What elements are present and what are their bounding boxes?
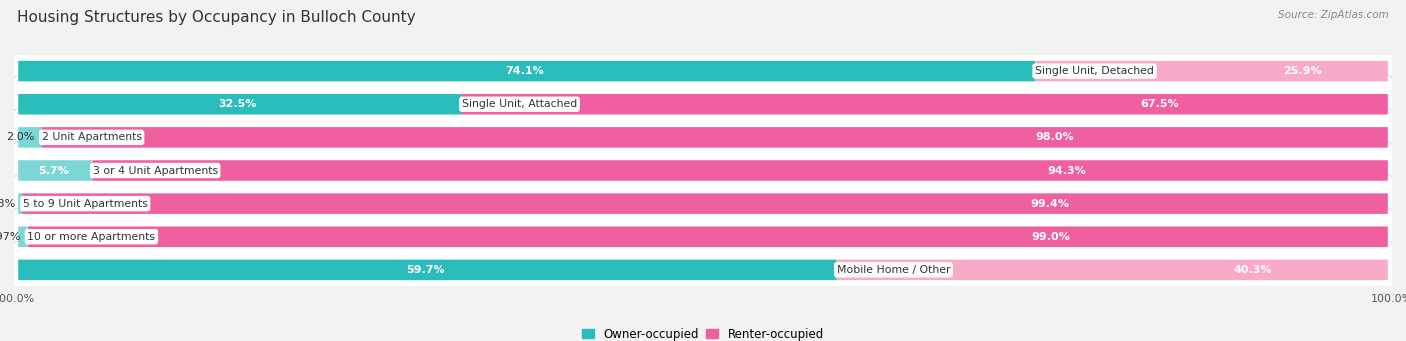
Text: Single Unit, Detached: Single Unit, Detached <box>1035 66 1154 76</box>
FancyBboxPatch shape <box>28 226 1388 247</box>
FancyBboxPatch shape <box>11 208 1395 266</box>
FancyBboxPatch shape <box>11 241 1395 299</box>
FancyBboxPatch shape <box>837 260 1388 280</box>
FancyBboxPatch shape <box>93 160 1388 181</box>
Text: 5 to 9 Unit Apartments: 5 to 9 Unit Apartments <box>22 198 148 209</box>
Text: 98.0%: 98.0% <box>1035 132 1074 143</box>
Legend: Owner-occupied, Renter-occupied: Owner-occupied, Renter-occupied <box>578 323 828 341</box>
FancyBboxPatch shape <box>18 226 28 247</box>
FancyBboxPatch shape <box>11 108 1395 166</box>
Text: 0.97%: 0.97% <box>0 232 21 242</box>
FancyBboxPatch shape <box>11 75 1395 133</box>
Text: 40.3%: 40.3% <box>1234 265 1272 275</box>
Text: Single Unit, Attached: Single Unit, Attached <box>463 99 576 109</box>
Text: 99.4%: 99.4% <box>1031 198 1069 209</box>
Text: 2 Unit Apartments: 2 Unit Apartments <box>42 132 142 143</box>
FancyBboxPatch shape <box>18 94 463 115</box>
Text: 59.7%: 59.7% <box>406 265 444 275</box>
Text: 94.3%: 94.3% <box>1047 165 1087 176</box>
Text: 2.0%: 2.0% <box>7 132 35 143</box>
FancyBboxPatch shape <box>18 193 22 214</box>
FancyBboxPatch shape <box>18 61 1035 81</box>
FancyBboxPatch shape <box>11 142 1395 199</box>
Text: 67.5%: 67.5% <box>1140 99 1178 109</box>
FancyBboxPatch shape <box>18 127 42 148</box>
FancyBboxPatch shape <box>18 160 93 181</box>
Text: 10 or more Apartments: 10 or more Apartments <box>28 232 156 242</box>
Text: Mobile Home / Other: Mobile Home / Other <box>837 265 950 275</box>
Text: 25.9%: 25.9% <box>1284 66 1322 76</box>
Text: 32.5%: 32.5% <box>219 99 257 109</box>
Text: 0.63%: 0.63% <box>0 198 15 209</box>
Text: 3 or 4 Unit Apartments: 3 or 4 Unit Apartments <box>93 165 218 176</box>
Text: Housing Structures by Occupancy in Bulloch County: Housing Structures by Occupancy in Bullo… <box>17 10 416 25</box>
FancyBboxPatch shape <box>42 127 1388 148</box>
Text: 74.1%: 74.1% <box>505 66 544 76</box>
FancyBboxPatch shape <box>22 193 1388 214</box>
FancyBboxPatch shape <box>1035 61 1388 81</box>
Text: 99.0%: 99.0% <box>1032 232 1070 242</box>
FancyBboxPatch shape <box>11 42 1395 100</box>
Text: Source: ZipAtlas.com: Source: ZipAtlas.com <box>1278 10 1389 20</box>
FancyBboxPatch shape <box>18 260 837 280</box>
FancyBboxPatch shape <box>463 94 1388 115</box>
FancyBboxPatch shape <box>11 175 1395 233</box>
Text: 5.7%: 5.7% <box>38 165 69 176</box>
